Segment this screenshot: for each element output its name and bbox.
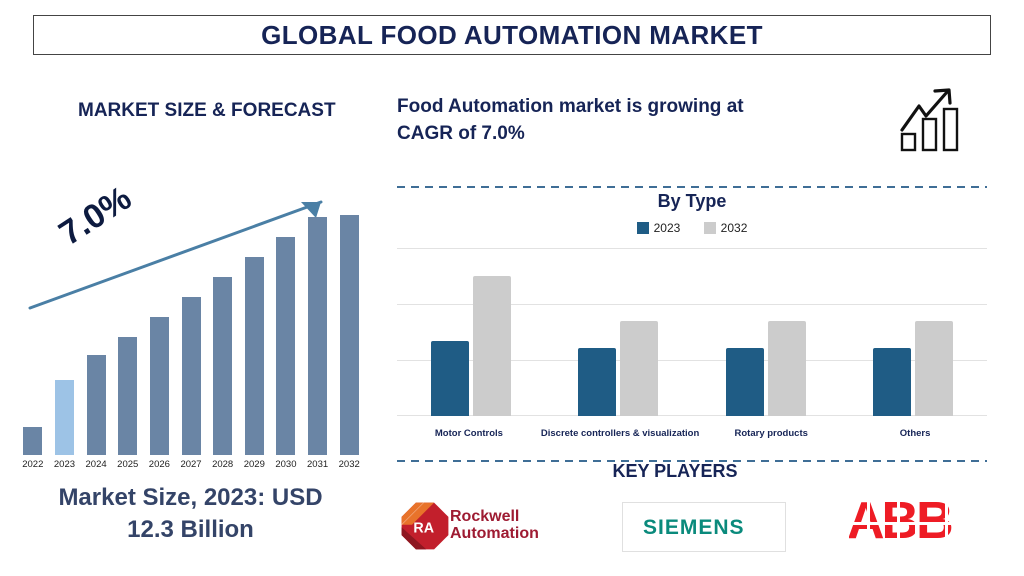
svg-text:RA: RA bbox=[413, 521, 434, 537]
